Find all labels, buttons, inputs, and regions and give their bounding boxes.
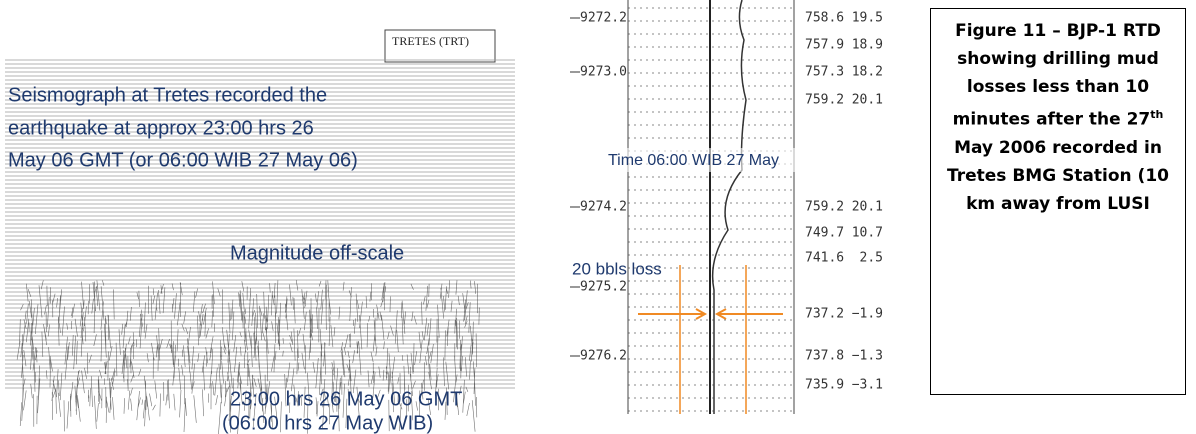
noise [16,280,480,434]
trace-lines [5,59,515,434]
log-value: 19.5 [852,11,883,26]
time-note: Time 06:00 WIB 27 May [608,152,779,169]
log-value: 757.9 [805,38,844,53]
log-value: −3.1 [852,378,883,393]
caption-text: Figure 11 – BJP-1 RTD showing drilling m… [952,21,1161,130]
caption-line: May 06 GMT (or 06:00 WIB 27 May 06) [8,149,358,171]
seismograph: TRETES (TRT) Seismograph at Tretes recor… [5,29,515,434]
log-value: −1.3 [852,349,883,364]
log-value: 20.1 [852,93,883,108]
log-value: 18.2 [852,65,883,80]
log-value: 759.2 [805,200,844,215]
log-value: 2.5 [860,251,883,266]
log-value: 20.1 [852,200,883,215]
log-value: −1.9 [852,307,883,322]
log-value: 749.7 [805,226,844,241]
note-bg [606,148,796,172]
time-line: 23:00 hrs 26 May 06 GMT [230,388,462,410]
drilling-log: Time 06:00 WIB 27 May 20 bbls loss 9272.… [570,0,883,414]
loss-note: 20 bbls loss [572,259,662,278]
depth-label: 9274.2 [580,200,627,215]
log-grid [627,0,795,414]
depth-label: 9273.0 [580,65,627,80]
time-line: (06:00 hrs 27 May WIB) [222,412,433,434]
trace [5,59,515,389]
caption-line: earthquake at approx 23:00 hrs 26 [8,117,314,139]
log-value: 759.2 [805,93,844,108]
caption-line: Seismograph at Tretes recorded the [8,84,327,106]
stamp: TRETES (TRT) [392,34,469,48]
loss-arrows [638,308,783,320]
log-value: 757.3 [805,65,844,80]
log-value: 758.6 [805,11,844,26]
stamp-box [384,29,496,63]
depth-label: 9276.2 [580,349,627,364]
magnitude-note: Magnitude off-scale [230,242,404,264]
depth-label: 9275.2 [580,280,627,295]
log-curve [711,0,747,414]
caption-text: May 2006 recorded in Tretes BMG Station … [946,137,1169,214]
figure-caption: Figure 11 – BJP-1 RTD showing drilling m… [930,8,1186,395]
log-value: 735.9 [805,378,844,393]
caption-superscript: th [1150,108,1164,121]
log-value: 741.6 [805,251,844,266]
log-value: 10.7 [852,226,883,241]
log-value: 18.9 [852,38,883,53]
log-value: 737.2 [805,307,844,322]
log-value: 737.8 [805,349,844,364]
depth-label: 9272.2 [580,11,627,26]
